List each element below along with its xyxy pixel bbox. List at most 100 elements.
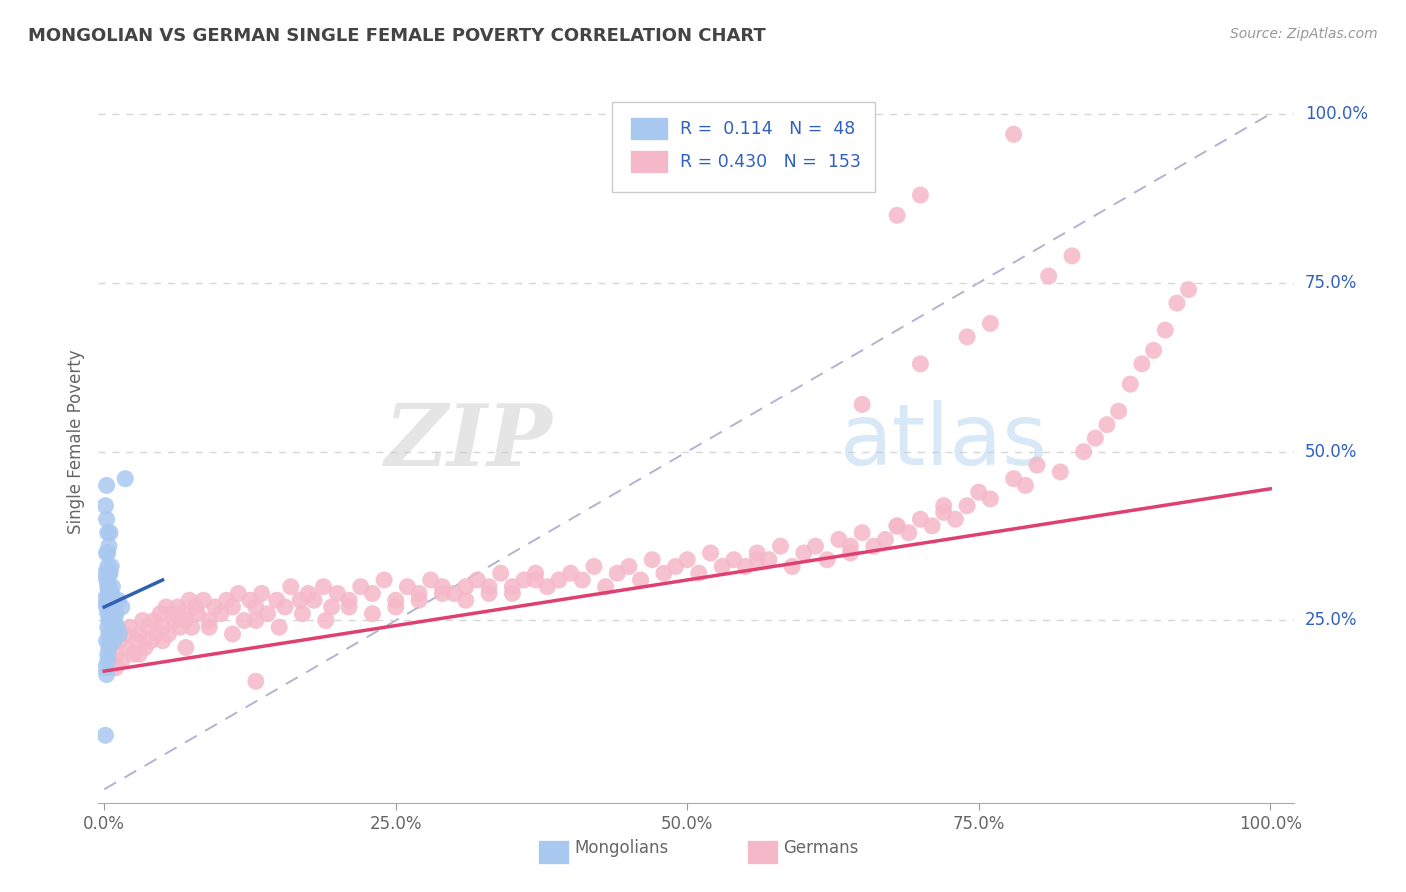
Point <box>886 519 908 533</box>
Point <box>1002 128 1025 142</box>
Point <box>979 491 1001 506</box>
Point <box>100 559 122 574</box>
Point <box>513 573 536 587</box>
Point <box>758 552 780 566</box>
Point <box>828 533 851 547</box>
Point <box>967 485 990 500</box>
Point <box>454 580 477 594</box>
Text: ZIP: ZIP <box>385 400 553 483</box>
Point <box>245 674 267 689</box>
Point <box>233 614 256 628</box>
Point <box>1166 296 1188 310</box>
Point <box>1154 323 1177 337</box>
FancyBboxPatch shape <box>613 102 876 193</box>
Point <box>114 472 136 486</box>
Point <box>676 552 699 566</box>
Point <box>1177 283 1199 297</box>
Point <box>1142 343 1164 358</box>
Point <box>432 586 454 600</box>
Point <box>97 593 120 607</box>
Point <box>221 627 243 641</box>
Point <box>910 188 932 202</box>
Point <box>97 546 120 560</box>
Point <box>688 566 710 581</box>
Point <box>94 566 117 581</box>
Point <box>101 580 124 594</box>
Point <box>108 627 131 641</box>
Point <box>94 661 117 675</box>
Point <box>1084 431 1107 445</box>
Text: 25.0%: 25.0% <box>1305 612 1357 630</box>
Point <box>280 580 302 594</box>
Point <box>118 620 141 634</box>
Point <box>108 633 131 648</box>
Point <box>1060 249 1083 263</box>
Point <box>96 633 118 648</box>
Point <box>215 593 238 607</box>
Point <box>98 633 121 648</box>
Point <box>361 586 384 600</box>
Point <box>96 546 118 560</box>
Point <box>97 566 120 581</box>
Point <box>291 607 314 621</box>
Point <box>117 640 139 655</box>
Point <box>1026 458 1049 472</box>
Point <box>174 614 197 628</box>
Point <box>851 525 873 540</box>
Point <box>711 559 734 574</box>
Point <box>664 559 686 574</box>
Point <box>956 499 979 513</box>
Point <box>97 607 120 621</box>
Point <box>94 728 117 742</box>
Point <box>128 627 150 641</box>
Point <box>536 580 558 594</box>
Point <box>910 357 932 371</box>
Text: R =  0.114   N =  48: R = 0.114 N = 48 <box>681 120 856 137</box>
Point <box>245 614 267 628</box>
Point <box>419 573 441 587</box>
Point <box>152 620 174 634</box>
Point <box>548 573 571 587</box>
Point <box>186 607 208 621</box>
FancyBboxPatch shape <box>630 151 668 173</box>
Point <box>932 505 955 519</box>
Point <box>97 539 120 553</box>
Point <box>239 593 262 607</box>
Point <box>747 546 769 560</box>
Point <box>945 512 967 526</box>
Point <box>606 566 628 581</box>
Point <box>617 559 640 574</box>
Point <box>128 647 150 661</box>
Point <box>100 620 122 634</box>
Point <box>160 607 183 621</box>
Point <box>432 580 454 594</box>
Point <box>97 559 120 574</box>
Text: 50.0%: 50.0% <box>1305 442 1357 460</box>
Point <box>97 599 120 614</box>
Point <box>1095 417 1118 432</box>
Point <box>103 593 125 607</box>
Point <box>103 633 125 648</box>
Point <box>769 539 792 553</box>
Point <box>297 586 319 600</box>
Text: Source: ZipAtlas.com: Source: ZipAtlas.com <box>1230 27 1378 41</box>
Point <box>114 627 136 641</box>
Point <box>98 566 121 581</box>
Point <box>274 599 297 614</box>
Point <box>245 599 267 614</box>
Point <box>886 208 908 222</box>
Point <box>288 593 311 607</box>
Point <box>104 607 127 621</box>
Point <box>269 620 291 634</box>
Point <box>384 593 406 607</box>
Point <box>198 620 221 634</box>
Point <box>1130 357 1153 371</box>
Text: 100.0%: 100.0% <box>1305 105 1368 123</box>
Point <box>361 607 384 621</box>
Point <box>326 586 349 600</box>
Point <box>1038 269 1060 284</box>
Point <box>408 593 430 607</box>
Point <box>97 525 120 540</box>
FancyBboxPatch shape <box>630 117 668 140</box>
Point <box>104 614 127 628</box>
